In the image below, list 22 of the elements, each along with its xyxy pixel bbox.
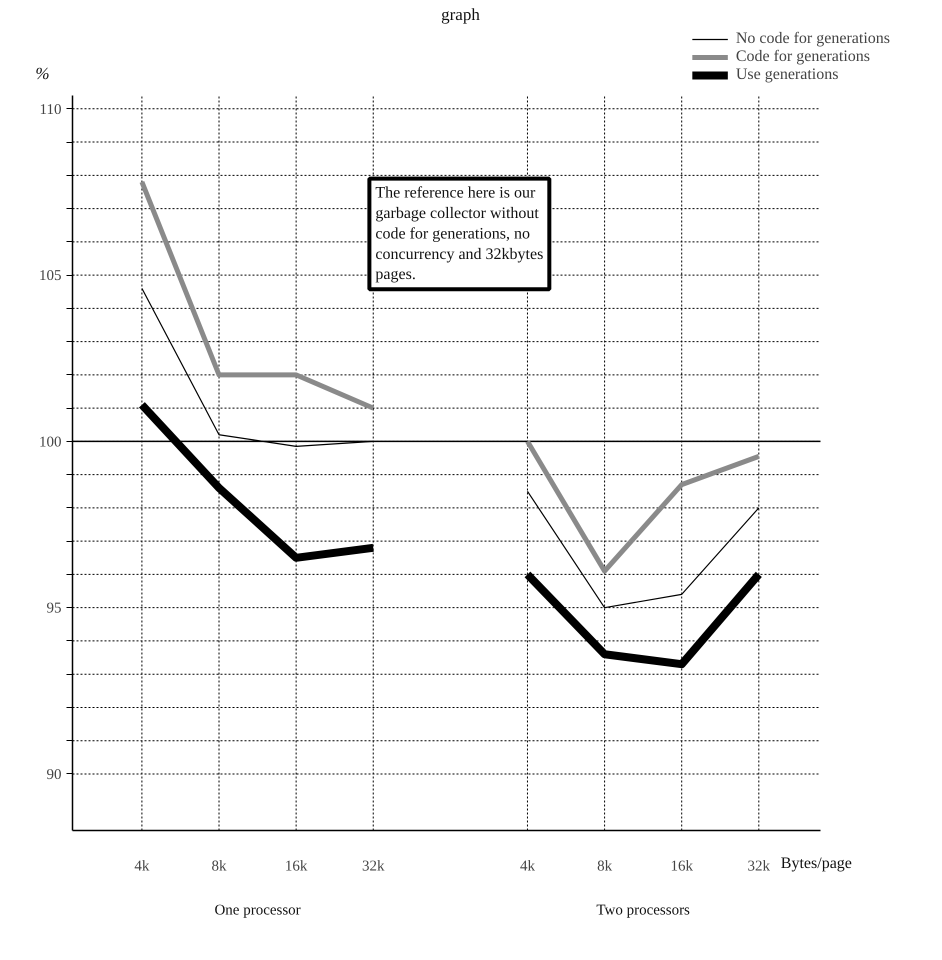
y-tick-label: 110 — [40, 102, 62, 118]
x-tick-label: 8k — [597, 858, 613, 874]
legend-label: Use generations — [736, 66, 838, 84]
x-tick-label: 16k — [670, 858, 694, 874]
legend-label: Code for generations — [736, 48, 870, 66]
x-tick-label: 8k — [212, 858, 228, 874]
x-tick-label: 4k — [520, 858, 536, 874]
y-axis-title: % — [35, 64, 50, 83]
x-tick-label: 4k — [134, 858, 150, 874]
chart-title: graph — [441, 5, 480, 24]
text: Two processors — [596, 902, 690, 918]
text: One processor — [214, 902, 301, 918]
x-tick-label: 32k — [748, 858, 771, 874]
y-tick-label: 105 — [39, 268, 62, 284]
annotation: The reference here is our garbage collector without code for generations, no concurrency and 32kbytes pages. — [375, 184, 544, 284]
y-tick-label: 100 — [39, 434, 62, 450]
y-tick-label: 95 — [46, 600, 62, 617]
legend-label: No code for generations — [736, 30, 890, 48]
x-axis-title: Bytes/page — [780, 855, 852, 872]
x-tick-label: 16k — [284, 858, 308, 874]
x-tick-label: 32k — [362, 858, 385, 874]
y-tick-label: 90 — [46, 766, 62, 783]
